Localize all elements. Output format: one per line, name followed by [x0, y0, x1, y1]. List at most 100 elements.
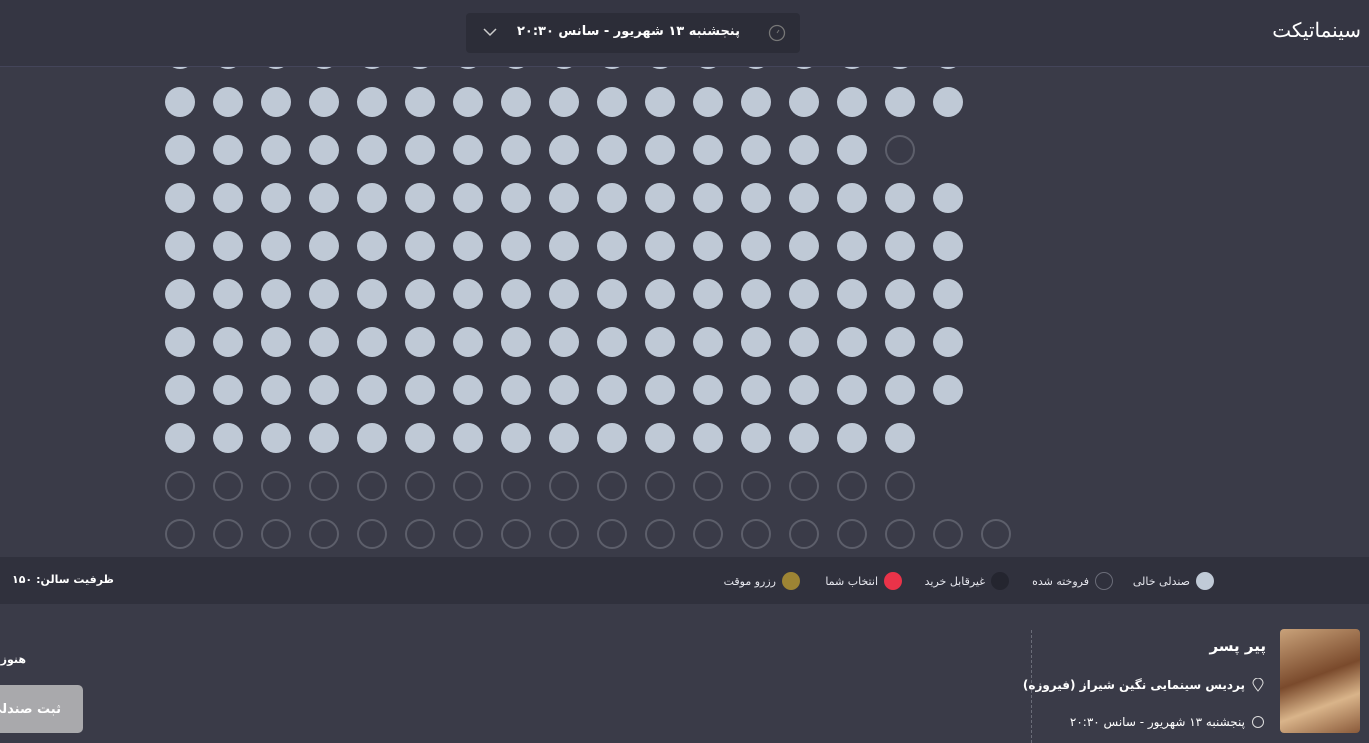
seat[interactable]	[789, 423, 819, 453]
submit-button[interactable]: ثبت صندلی	[0, 685, 83, 733]
seat[interactable]	[165, 519, 195, 549]
seat[interactable]	[405, 375, 435, 405]
seat[interactable]	[885, 87, 915, 117]
seat[interactable]	[837, 87, 867, 117]
seat[interactable]	[501, 279, 531, 309]
seat[interactable]	[165, 423, 195, 453]
seat[interactable]	[837, 231, 867, 261]
seat[interactable]	[597, 423, 627, 453]
seat[interactable]	[693, 135, 723, 165]
seat[interactable]	[309, 67, 339, 69]
seat[interactable]	[165, 67, 195, 69]
seat[interactable]	[405, 327, 435, 357]
seat[interactable]	[789, 519, 819, 549]
seat[interactable]	[885, 183, 915, 213]
seat[interactable]	[309, 519, 339, 549]
seat[interactable]	[309, 135, 339, 165]
seat[interactable]	[693, 67, 723, 69]
seat[interactable]	[309, 471, 339, 501]
seat[interactable]	[933, 231, 963, 261]
seat[interactable]	[261, 375, 291, 405]
seat[interactable]	[741, 423, 771, 453]
seat[interactable]	[261, 327, 291, 357]
seat[interactable]	[405, 135, 435, 165]
seat[interactable]	[597, 87, 627, 117]
seat[interactable]	[885, 423, 915, 453]
seat[interactable]	[933, 327, 963, 357]
seat[interactable]	[213, 375, 243, 405]
seat[interactable]	[261, 423, 291, 453]
seat[interactable]	[549, 327, 579, 357]
seat[interactable]	[741, 231, 771, 261]
seat[interactable]	[885, 519, 915, 549]
seat[interactable]	[357, 279, 387, 309]
seat[interactable]	[549, 423, 579, 453]
seat[interactable]	[549, 519, 579, 549]
seat[interactable]	[501, 231, 531, 261]
seat[interactable]	[933, 375, 963, 405]
seat[interactable]	[741, 67, 771, 69]
seat[interactable]	[405, 423, 435, 453]
seat[interactable]	[885, 279, 915, 309]
seat[interactable]	[693, 519, 723, 549]
seat[interactable]	[789, 67, 819, 69]
seat[interactable]	[837, 135, 867, 165]
seat[interactable]	[645, 519, 675, 549]
seat[interactable]	[933, 87, 963, 117]
seat[interactable]	[837, 519, 867, 549]
seat[interactable]	[933, 67, 963, 69]
seat[interactable]	[645, 375, 675, 405]
seat[interactable]	[357, 183, 387, 213]
seat[interactable]	[309, 375, 339, 405]
seat[interactable]	[693, 375, 723, 405]
seat[interactable]	[837, 67, 867, 69]
seat[interactable]	[693, 423, 723, 453]
seat[interactable]	[981, 519, 1011, 549]
seat[interactable]	[789, 279, 819, 309]
seat[interactable]	[645, 231, 675, 261]
seat[interactable]	[309, 327, 339, 357]
seat[interactable]	[597, 327, 627, 357]
seat[interactable]	[261, 279, 291, 309]
seat[interactable]	[165, 183, 195, 213]
seat[interactable]	[837, 423, 867, 453]
seat[interactable]	[213, 87, 243, 117]
seat[interactable]	[213, 279, 243, 309]
seat[interactable]	[741, 375, 771, 405]
seat[interactable]	[933, 183, 963, 213]
seat[interactable]	[213, 67, 243, 69]
seat[interactable]	[789, 135, 819, 165]
seat[interactable]	[261, 135, 291, 165]
seat[interactable]	[693, 279, 723, 309]
seat[interactable]	[789, 327, 819, 357]
seat[interactable]	[501, 375, 531, 405]
seat[interactable]	[165, 135, 195, 165]
seat[interactable]	[789, 375, 819, 405]
seat[interactable]	[213, 519, 243, 549]
seat[interactable]	[453, 375, 483, 405]
seat[interactable]	[213, 135, 243, 165]
seat[interactable]	[165, 279, 195, 309]
seat[interactable]	[933, 279, 963, 309]
seat[interactable]	[261, 519, 291, 549]
seat[interactable]	[501, 67, 531, 69]
seat[interactable]	[357, 231, 387, 261]
seat[interactable]	[597, 375, 627, 405]
seat[interactable]	[453, 279, 483, 309]
seat[interactable]	[549, 135, 579, 165]
seat[interactable]	[645, 327, 675, 357]
session-select[interactable]: پنجشنبه ۱۳ شهریور - سانس ۲۰:۳۰	[466, 13, 800, 53]
seat[interactable]	[693, 87, 723, 117]
seat[interactable]	[165, 471, 195, 501]
seat[interactable]	[645, 279, 675, 309]
seat[interactable]	[357, 135, 387, 165]
seat[interactable]	[549, 279, 579, 309]
seat[interactable]	[453, 231, 483, 261]
seat[interactable]	[549, 87, 579, 117]
seat[interactable]	[549, 231, 579, 261]
seat[interactable]	[501, 183, 531, 213]
seat[interactable]	[645, 183, 675, 213]
seat[interactable]	[213, 183, 243, 213]
seat[interactable]	[645, 135, 675, 165]
seat[interactable]	[837, 375, 867, 405]
